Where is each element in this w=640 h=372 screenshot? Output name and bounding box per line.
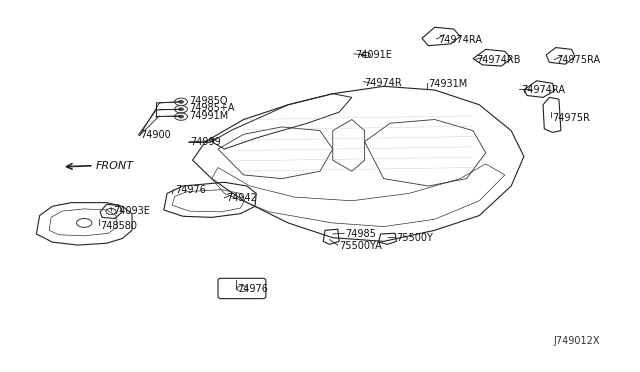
Text: 74931M: 74931M (428, 80, 468, 89)
Text: 74974RA: 74974RA (438, 35, 482, 45)
Text: 74985: 74985 (346, 229, 376, 239)
Text: 74991M: 74991M (189, 111, 228, 121)
Text: 74942: 74942 (226, 193, 257, 203)
Text: 74985Q: 74985Q (189, 96, 228, 106)
Text: 74975R: 74975R (552, 113, 591, 123)
Text: 748580: 748580 (100, 221, 137, 231)
Text: 74900: 74900 (140, 130, 171, 140)
Text: 75500Y: 75500Y (396, 233, 433, 243)
Text: 75500YA: 75500YA (339, 241, 382, 251)
Circle shape (179, 115, 184, 118)
Text: FRONT: FRONT (96, 161, 134, 171)
Text: 74974RA: 74974RA (521, 85, 564, 95)
Polygon shape (211, 139, 216, 142)
Text: 74091E: 74091E (355, 50, 392, 60)
Text: 74974R: 74974R (365, 78, 403, 88)
Text: 74985+A: 74985+A (189, 103, 235, 113)
Text: 74976: 74976 (237, 284, 268, 294)
Circle shape (179, 100, 184, 103)
Text: 74999: 74999 (190, 137, 221, 147)
Text: 74975RA: 74975RA (556, 55, 600, 65)
Circle shape (179, 108, 184, 111)
Text: 74976: 74976 (175, 185, 205, 195)
Text: 74093E: 74093E (113, 206, 150, 216)
Text: 74974RB: 74974RB (476, 55, 520, 65)
Text: J749012X: J749012X (554, 336, 600, 346)
